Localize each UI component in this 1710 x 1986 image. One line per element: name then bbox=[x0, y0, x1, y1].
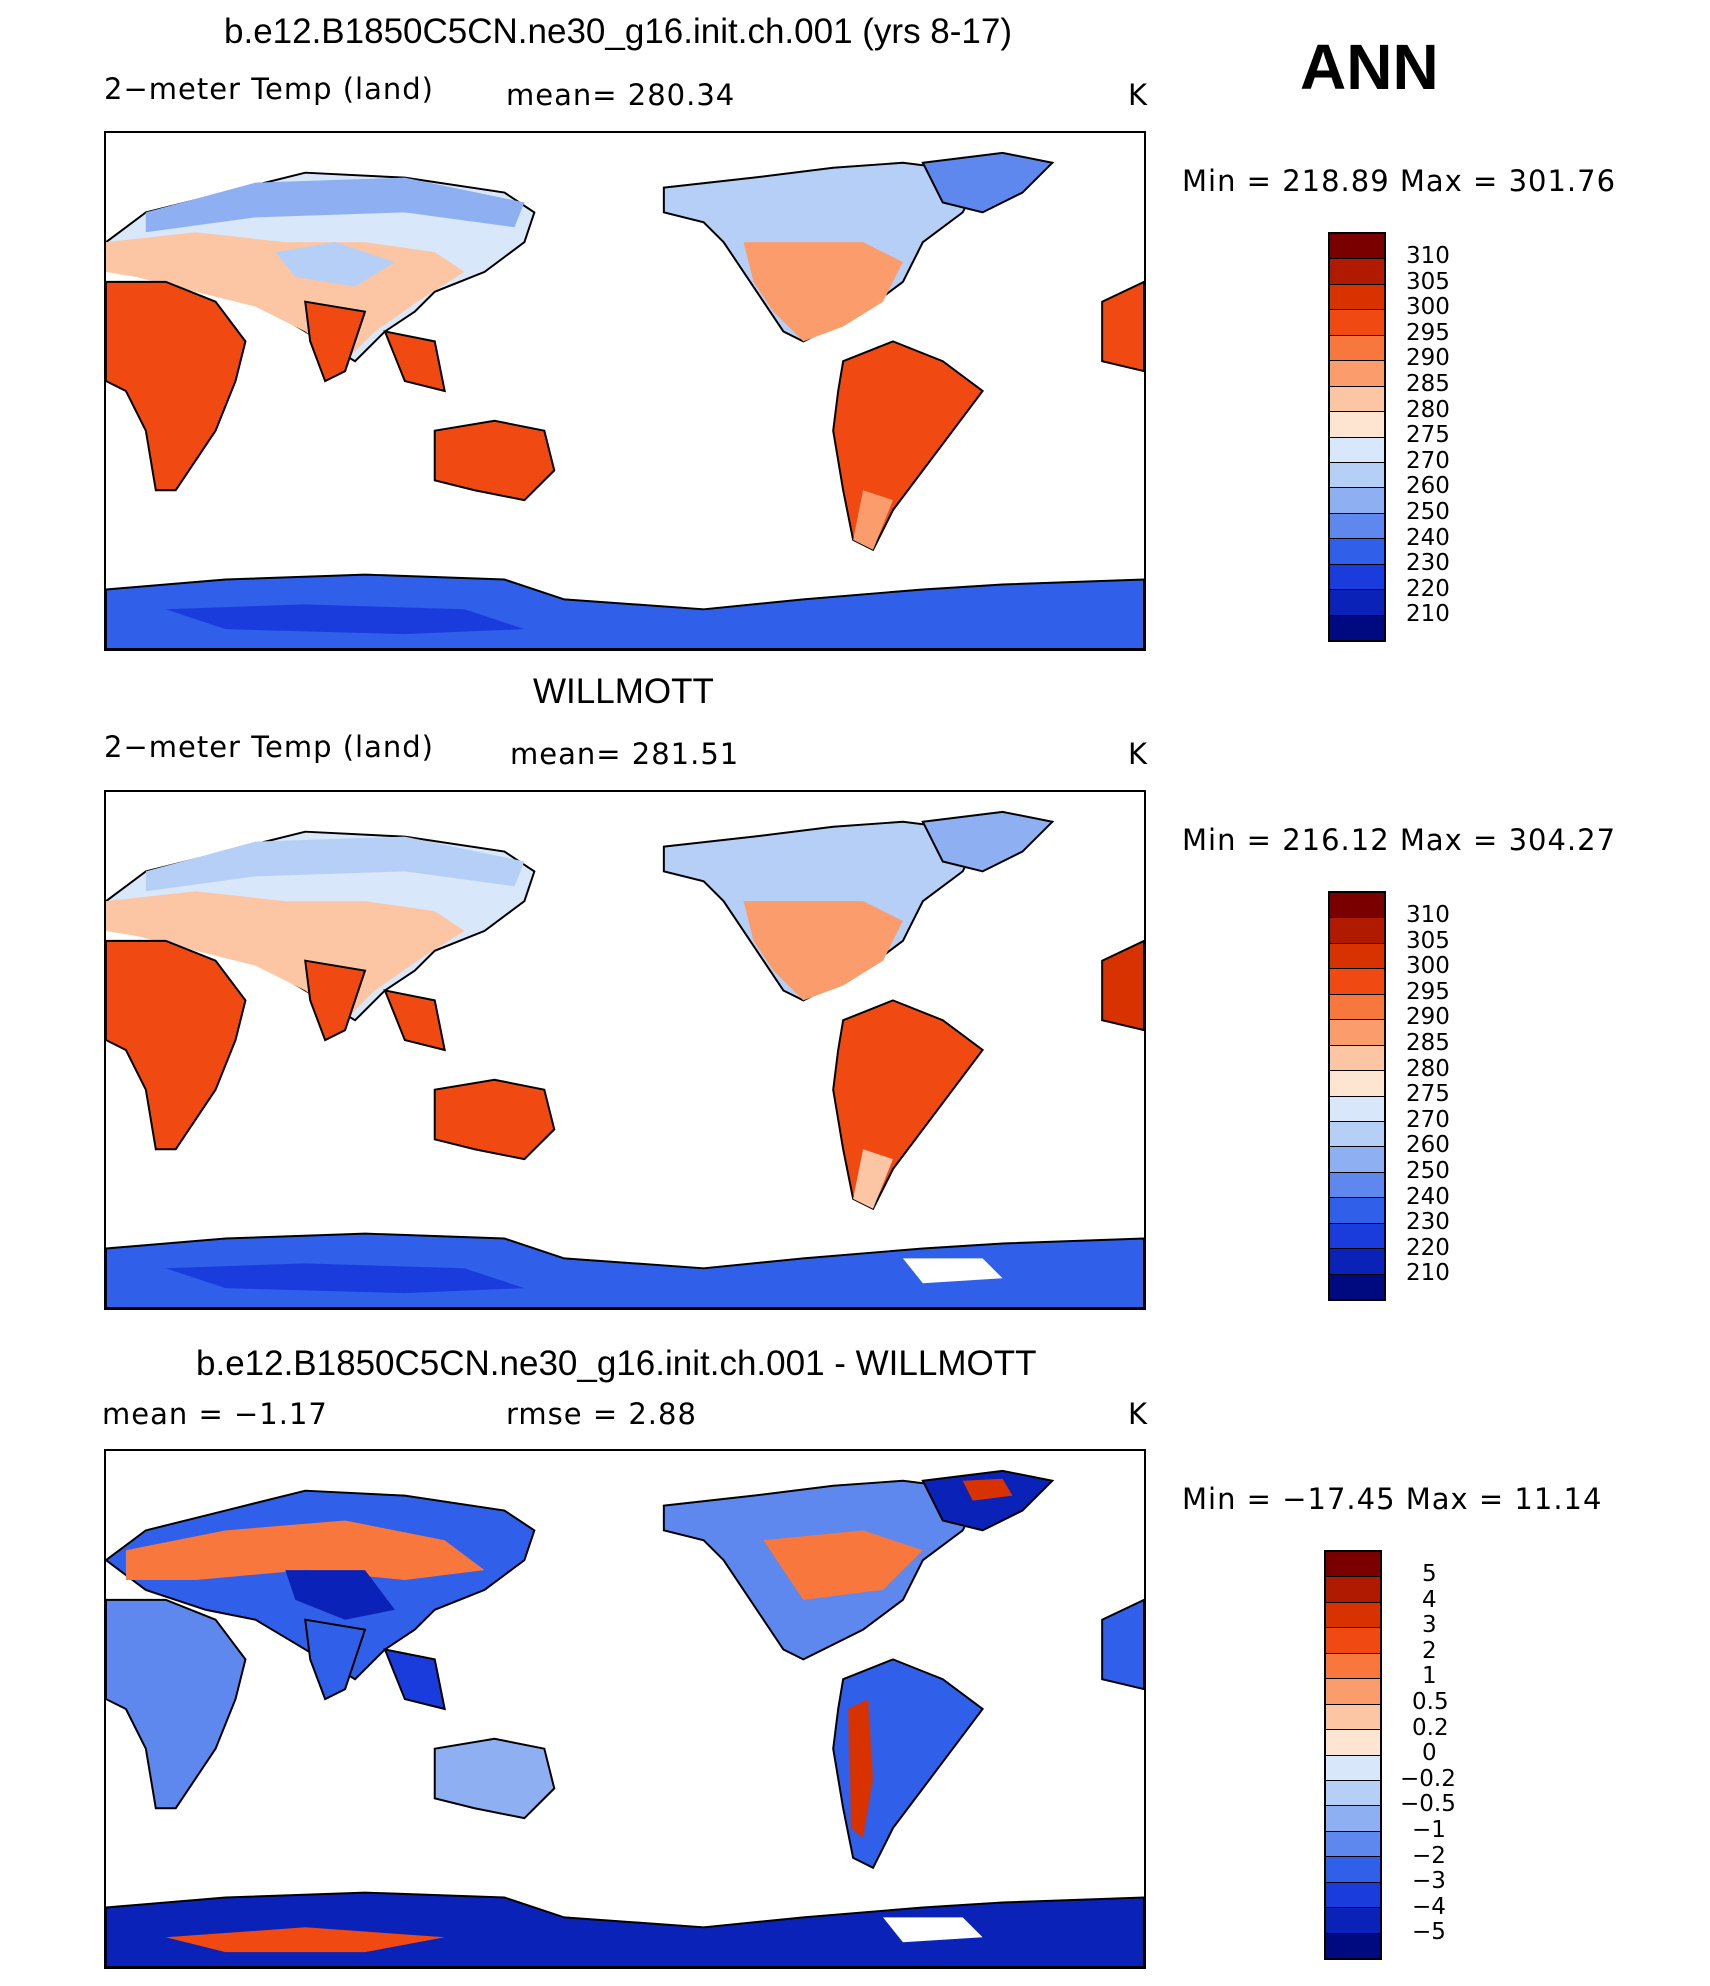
panel2-units: K bbox=[1128, 737, 1149, 771]
cb-label: 290 bbox=[1406, 345, 1450, 372]
panel2-colorbar-labels: 310 305 300 295 290 285 280 275 270 260 … bbox=[1406, 902, 1450, 1287]
season-label: ANN bbox=[1300, 31, 1439, 103]
cb-label: 260 bbox=[1406, 473, 1450, 500]
cb-label: 210 bbox=[1406, 601, 1450, 628]
cb-label: 270 bbox=[1406, 1106, 1450, 1133]
cb-label: 260 bbox=[1406, 1132, 1450, 1159]
cb-label: −5 bbox=[1412, 1919, 1446, 1946]
obs-temperature-map bbox=[104, 790, 1146, 1310]
cb-label: 0 bbox=[1422, 1740, 1437, 1767]
panel2-colorbar bbox=[1328, 891, 1386, 1301]
africa-land bbox=[106, 280, 247, 492]
cb-label: −3 bbox=[1412, 1868, 1446, 1895]
cb-label: 275 bbox=[1406, 1081, 1450, 1108]
cb-label: 250 bbox=[1406, 498, 1450, 525]
cb-label: 285 bbox=[1406, 1029, 1450, 1056]
cb-label: 295 bbox=[1406, 319, 1450, 346]
cb-label: 305 bbox=[1406, 927, 1450, 954]
australia-land bbox=[433, 419, 556, 502]
south-america-land bbox=[832, 340, 985, 552]
panel3-rmse: rmse = 2.88 bbox=[506, 1397, 697, 1431]
cb-label: 230 bbox=[1406, 1209, 1450, 1236]
panel2-minmax: Min = 216.12 Max = 304.27 bbox=[1182, 823, 1617, 857]
panel1-variable: 2−meter Temp (land) bbox=[104, 72, 434, 106]
cb-label: 310 bbox=[1406, 243, 1450, 269]
cb-label: 240 bbox=[1406, 524, 1450, 551]
cb-label: 270 bbox=[1406, 447, 1450, 474]
panel3-units: K bbox=[1128, 1397, 1149, 1431]
panel1-units: K bbox=[1128, 78, 1149, 112]
panel3-mean: mean = −1.17 bbox=[102, 1397, 328, 1431]
cb-label: 310 bbox=[1406, 902, 1450, 928]
cb-label: 295 bbox=[1406, 978, 1450, 1005]
cb-label: 250 bbox=[1406, 1157, 1450, 1184]
cb-label: 2 bbox=[1422, 1637, 1437, 1664]
cb-label: 285 bbox=[1406, 370, 1450, 397]
panel3-minmax: Min = −17.45 Max = 11.14 bbox=[1182, 1482, 1603, 1516]
cb-label: 220 bbox=[1406, 1234, 1450, 1261]
cb-label: 5 bbox=[1422, 1561, 1437, 1587]
panel1-minmax: Min = 218.89 Max = 301.76 bbox=[1182, 164, 1617, 198]
cb-label: 220 bbox=[1406, 575, 1450, 602]
panel3-colorbar bbox=[1324, 1550, 1382, 1960]
cb-label: 275 bbox=[1406, 422, 1450, 449]
model-temperature-map bbox=[104, 131, 1146, 651]
cb-label: 300 bbox=[1406, 294, 1450, 321]
cb-label: 240 bbox=[1406, 1183, 1450, 1210]
cb-label: −1 bbox=[1412, 1816, 1446, 1843]
cb-label: 280 bbox=[1406, 396, 1450, 423]
panel2-title: WILLMOTT bbox=[533, 672, 714, 711]
panel3-colorbar-labels: 5 4 3 2 1 0.5 0.2 0 −0.2 −0.5 −1 −2 −3 −… bbox=[1400, 1561, 1456, 1946]
cb-label: 300 bbox=[1406, 953, 1450, 980]
cb-label: 290 bbox=[1406, 1004, 1450, 1031]
cb-label: −0.5 bbox=[1400, 1791, 1456, 1818]
panel1-mean: mean= 280.34 bbox=[506, 78, 736, 112]
difference-map bbox=[104, 1449, 1146, 1969]
panel1-colorbar-labels: 310 305 300 295 290 285 280 275 270 260 … bbox=[1406, 243, 1450, 628]
cb-label: 3 bbox=[1422, 1612, 1437, 1639]
panel2-variable: 2−meter Temp (land) bbox=[104, 730, 434, 764]
cb-label: −4 bbox=[1412, 1893, 1446, 1920]
cb-label: 0.5 bbox=[1412, 1688, 1449, 1715]
panel2-mean: mean= 281.51 bbox=[510, 737, 740, 771]
panel3-title: b.e12.B1850C5CN.ne30_g16.init.ch.001 - W… bbox=[196, 1344, 1037, 1383]
cb-label: 280 bbox=[1406, 1055, 1450, 1082]
cb-label: 1 bbox=[1422, 1663, 1437, 1690]
cb-label: −0.2 bbox=[1400, 1765, 1456, 1792]
panel1-colorbar bbox=[1328, 232, 1386, 642]
cb-label: 4 bbox=[1422, 1586, 1437, 1613]
cb-label: 230 bbox=[1406, 550, 1450, 577]
cb-label: 210 bbox=[1406, 1260, 1450, 1287]
cb-label: 305 bbox=[1406, 268, 1450, 295]
panel1-title: b.e12.B1850C5CN.ne30_g16.init.ch.001 (yr… bbox=[224, 12, 1012, 51]
cb-label: −2 bbox=[1412, 1842, 1446, 1869]
cb-label: 0.2 bbox=[1412, 1714, 1449, 1741]
